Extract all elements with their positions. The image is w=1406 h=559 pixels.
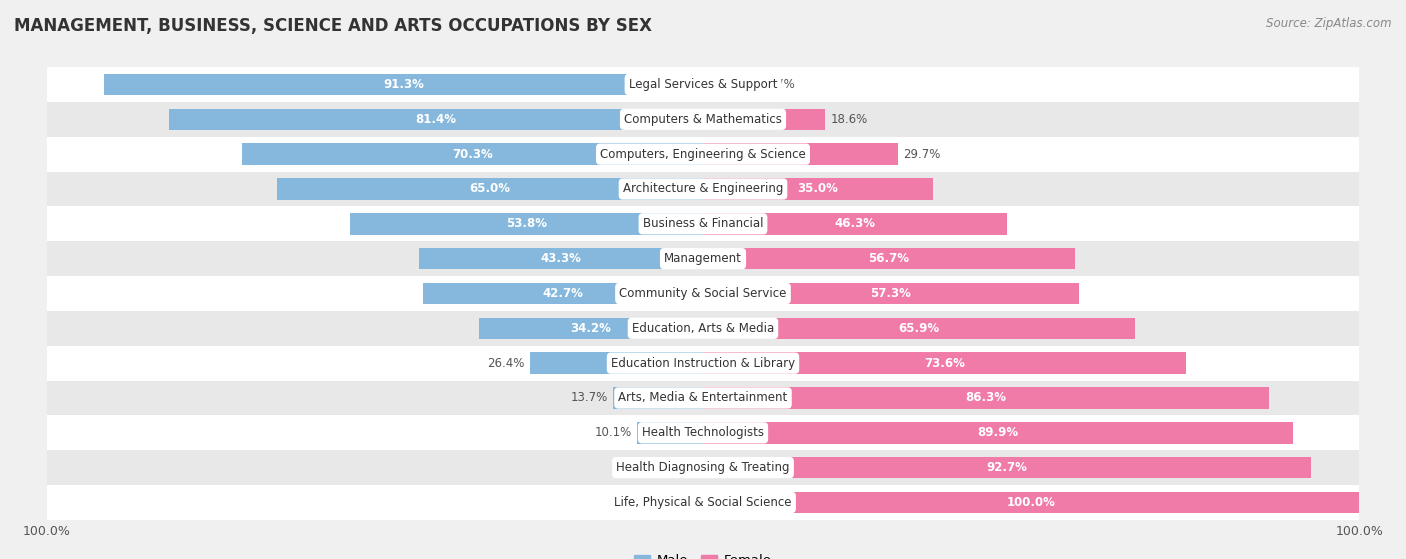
Text: 56.7%: 56.7% bbox=[869, 252, 910, 265]
Text: Business & Financial: Business & Financial bbox=[643, 217, 763, 230]
Text: Computers, Engineering & Science: Computers, Engineering & Science bbox=[600, 148, 806, 160]
Bar bbox=[478, 318, 703, 339]
Text: Community & Social Service: Community & Social Service bbox=[619, 287, 787, 300]
Text: Arts, Media & Entertainment: Arts, Media & Entertainment bbox=[619, 391, 787, 405]
Text: 34.2%: 34.2% bbox=[571, 322, 612, 335]
Bar bbox=[419, 248, 703, 269]
Bar bbox=[703, 422, 1294, 444]
Text: Health Technologists: Health Technologists bbox=[643, 427, 763, 439]
Text: 13.7%: 13.7% bbox=[571, 391, 607, 405]
Bar bbox=[703, 213, 1007, 235]
Text: Education Instruction & Library: Education Instruction & Library bbox=[612, 357, 794, 369]
Text: 43.3%: 43.3% bbox=[540, 252, 582, 265]
Text: MANAGEMENT, BUSINESS, SCIENCE AND ARTS OCCUPATIONS BY SEX: MANAGEMENT, BUSINESS, SCIENCE AND ARTS O… bbox=[14, 17, 652, 35]
Text: 65.0%: 65.0% bbox=[470, 182, 510, 196]
Text: Health Diagnosing & Treating: Health Diagnosing & Treating bbox=[616, 461, 790, 474]
Text: 8.7%: 8.7% bbox=[765, 78, 794, 91]
Bar bbox=[46, 241, 1360, 276]
Bar bbox=[277, 178, 703, 200]
Bar bbox=[703, 283, 1078, 304]
Bar bbox=[423, 283, 703, 304]
Text: 42.7%: 42.7% bbox=[543, 287, 583, 300]
Bar bbox=[703, 352, 1185, 374]
Bar bbox=[46, 345, 1360, 381]
Bar bbox=[46, 102, 1360, 137]
Text: 53.8%: 53.8% bbox=[506, 217, 547, 230]
Bar bbox=[703, 492, 1360, 513]
Bar bbox=[703, 387, 1270, 409]
Text: Management: Management bbox=[664, 252, 742, 265]
Text: Legal Services & Support: Legal Services & Support bbox=[628, 78, 778, 91]
Bar bbox=[46, 137, 1360, 172]
Text: 29.7%: 29.7% bbox=[903, 148, 941, 160]
Bar bbox=[46, 172, 1360, 206]
Bar bbox=[46, 485, 1360, 520]
Text: 70.3%: 70.3% bbox=[451, 148, 492, 160]
Text: 26.4%: 26.4% bbox=[486, 357, 524, 369]
Bar bbox=[703, 178, 932, 200]
Bar bbox=[46, 415, 1360, 450]
Text: 73.6%: 73.6% bbox=[924, 357, 965, 369]
Bar bbox=[46, 450, 1360, 485]
Text: 7.3%: 7.3% bbox=[620, 461, 650, 474]
Bar bbox=[46, 67, 1360, 102]
Text: 46.3%: 46.3% bbox=[834, 217, 876, 230]
Bar bbox=[530, 352, 703, 374]
Bar bbox=[613, 387, 703, 409]
Text: 100.0%: 100.0% bbox=[1007, 496, 1056, 509]
Text: 89.9%: 89.9% bbox=[977, 427, 1018, 439]
Bar bbox=[46, 311, 1360, 345]
Bar bbox=[703, 74, 761, 95]
Text: 35.0%: 35.0% bbox=[797, 182, 838, 196]
Text: 10.1%: 10.1% bbox=[595, 427, 631, 439]
Legend: Male, Female: Male, Female bbox=[628, 548, 778, 559]
Text: 18.6%: 18.6% bbox=[831, 113, 868, 126]
Text: 86.3%: 86.3% bbox=[966, 391, 1007, 405]
Bar bbox=[655, 457, 703, 479]
Text: Architecture & Engineering: Architecture & Engineering bbox=[623, 182, 783, 196]
Text: 81.4%: 81.4% bbox=[415, 113, 457, 126]
Text: 65.9%: 65.9% bbox=[898, 322, 939, 335]
Bar bbox=[169, 108, 703, 130]
Bar bbox=[703, 108, 825, 130]
Text: Life, Physical & Social Science: Life, Physical & Social Science bbox=[614, 496, 792, 509]
Bar bbox=[703, 457, 1312, 479]
Text: Computers & Mathematics: Computers & Mathematics bbox=[624, 113, 782, 126]
Text: 57.3%: 57.3% bbox=[870, 287, 911, 300]
Bar bbox=[242, 143, 703, 165]
Bar bbox=[703, 248, 1076, 269]
Text: 92.7%: 92.7% bbox=[987, 461, 1028, 474]
Text: 91.3%: 91.3% bbox=[382, 78, 425, 91]
Bar bbox=[637, 422, 703, 444]
Bar bbox=[703, 143, 898, 165]
Bar bbox=[104, 74, 703, 95]
Text: Education, Arts & Media: Education, Arts & Media bbox=[631, 322, 775, 335]
Bar bbox=[703, 318, 1136, 339]
Bar bbox=[46, 206, 1360, 241]
Text: 0.0%: 0.0% bbox=[668, 496, 697, 509]
Bar bbox=[46, 276, 1360, 311]
Bar bbox=[350, 213, 703, 235]
Text: Source: ZipAtlas.com: Source: ZipAtlas.com bbox=[1267, 17, 1392, 30]
Bar bbox=[46, 381, 1360, 415]
